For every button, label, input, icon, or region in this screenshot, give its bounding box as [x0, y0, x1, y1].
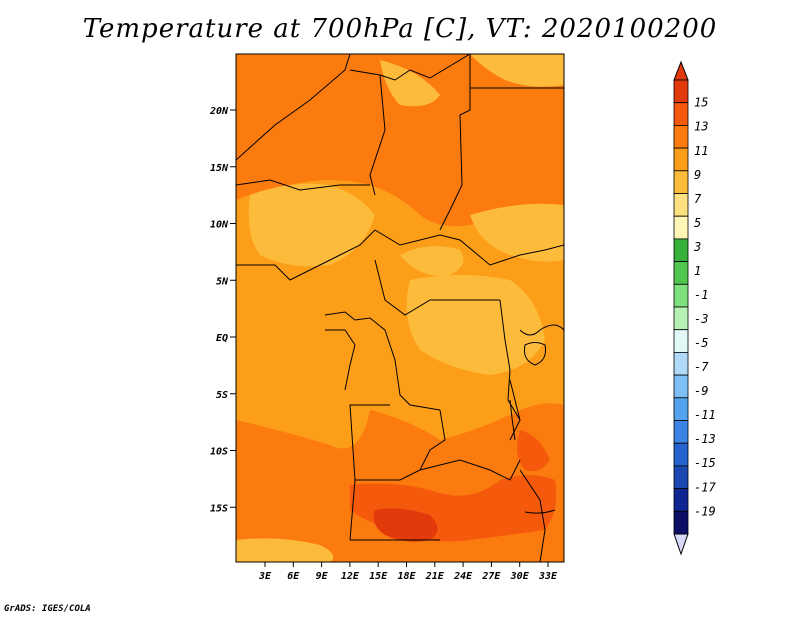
- lon-tick-label: 9E: [316, 571, 329, 582]
- lon-tick-label: 12E: [341, 571, 360, 582]
- lake-tanganyika: [509, 399, 516, 441]
- lon-tick-label: 3E: [258, 571, 272, 582]
- colorbar-label: -15: [694, 456, 716, 470]
- lat-tick-label: 5N: [216, 276, 229, 287]
- colorbar-swatch: [673, 351, 689, 376]
- colorbar-swatch: [673, 283, 689, 308]
- lakes: [509, 342, 556, 514]
- lat-tick-label: 10N: [210, 220, 229, 231]
- colorbar-label: -3: [694, 312, 708, 326]
- grads-credit: GrADS: IGES/COLA: [4, 604, 91, 614]
- lon-tick-label: 27E: [481, 571, 501, 582]
- lat-tick-label: 10S: [210, 447, 228, 458]
- colorbar-label: 1: [694, 264, 701, 278]
- colorbar-swatch: [673, 238, 689, 262]
- lat-tick-label: 15N: [210, 163, 229, 174]
- lon-tick-label: 21E: [425, 571, 445, 582]
- field-cool-patch: [400, 246, 464, 276]
- temperature-field: [236, 54, 564, 562]
- colorbar-label: 3: [693, 240, 701, 254]
- colorbar-label: 11: [694, 144, 708, 158]
- colorbar-label: -13: [694, 432, 716, 446]
- latitude-axis: 20N 15N 10N 5N EQ 5S 10S 15S: [209, 106, 236, 514]
- colorbar-swatch: [673, 374, 689, 399]
- lon-tick-label: 30E: [510, 571, 530, 582]
- colorbar-label: -11: [694, 408, 716, 422]
- colorbar-swatch: [673, 420, 689, 444]
- colorbar-label: -7: [694, 360, 709, 374]
- colorbar-label: -1: [694, 288, 708, 302]
- colorbar-label: 13: [694, 120, 708, 134]
- country-borders: [236, 54, 564, 562]
- colorbar-swatch: [673, 79, 689, 104]
- colorbar: 15 13 11 9 7 5 3 1 -1 -3 -5 -7 -9 -11 -13 -15 -17 -19: [673, 60, 716, 556]
- lake-victoria: [524, 342, 546, 366]
- lon-tick-label: 33E: [538, 571, 558, 582]
- lon-tick-label: 24E: [453, 571, 473, 582]
- colorbar-swatch: [673, 329, 689, 353]
- colorbar-bottom-arrow: [673, 533, 689, 556]
- lat-tick-label: 20N: [209, 106, 229, 117]
- colorbar-swatch: [673, 193, 689, 217]
- field-west-cool: [248, 183, 375, 267]
- colorbar-swatch: [673, 442, 689, 467]
- colorbar-swatch: [673, 215, 689, 240]
- colorbar-label: 9: [694, 168, 701, 182]
- field-se-hot: [516, 430, 550, 472]
- chart-title: Temperature at 700hPa [C], VT: 202010020…: [82, 14, 718, 44]
- colorbar-swatch: [673, 488, 689, 512]
- colorbar-swatch: [673, 465, 689, 489]
- colorbar-swatch: [673, 261, 689, 285]
- lon-tick-label: 6E: [287, 571, 300, 582]
- colorbar-label: 15: [694, 96, 708, 110]
- colorbar-swatch: [673, 170, 689, 194]
- colorbar-swatch: [673, 397, 689, 421]
- field-south-hottest: [373, 508, 438, 542]
- colorbar-label: -17: [694, 480, 716, 494]
- lat-tick-label: 5S: [216, 390, 228, 401]
- field-north-band: [236, 54, 564, 227]
- colorbar-label: -9: [694, 384, 708, 398]
- colorbar-top-arrow: [673, 60, 689, 81]
- colorbar-label: -19: [694, 504, 716, 518]
- colorbar-swatch: [673, 510, 689, 535]
- longitude-axis: 3E 6E 9E 12E 15E 18E 21E 24E 27E 30E 33E: [258, 562, 558, 582]
- colorbar-label: -5: [694, 336, 708, 350]
- lat-tick-label: 15S: [210, 503, 228, 514]
- lat-tick-label: EQ: [216, 333, 228, 344]
- colorbar-label: 5: [694, 216, 701, 230]
- field-ne-cool: [470, 54, 564, 87]
- colorbar-swatch: [673, 306, 689, 331]
- lon-tick-label: 18E: [397, 571, 416, 582]
- lake-kariba: [524, 509, 556, 514]
- field-east-cool: [470, 203, 564, 262]
- map-frame: [235, 53, 565, 563]
- field-north-cool: [380, 60, 440, 107]
- colorbar-label: 7: [694, 192, 702, 206]
- lon-tick-label: 15E: [369, 571, 388, 582]
- colorbar-swatch: [673, 147, 689, 172]
- colorbar-swatch: [673, 125, 689, 149]
- colorbar-swatch: [673, 102, 689, 126]
- field-sw-cool: [236, 538, 334, 562]
